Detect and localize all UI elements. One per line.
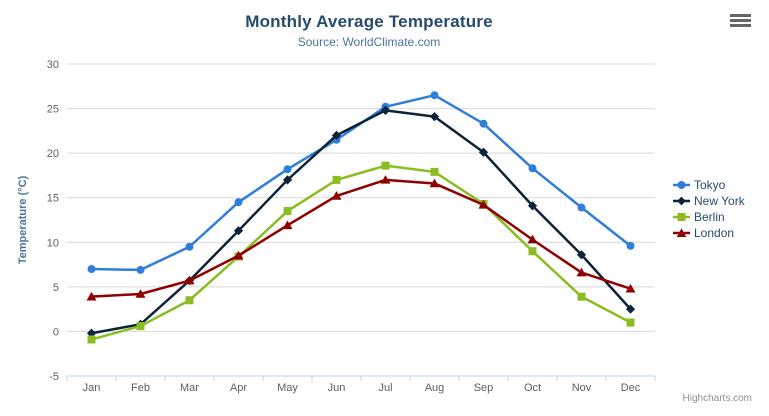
marker-tokyo-jan[interactable] [87, 265, 96, 274]
x-axis-label-apr: Apr [230, 382, 247, 394]
marker-tokyo-may[interactable] [283, 165, 292, 174]
legend-symbol-new-york [673, 196, 690, 206]
series-line-berlin [90, 164, 632, 341]
x-axis-label-jan: Jan [83, 382, 101, 394]
marker-berlin-jul[interactable] [381, 161, 390, 170]
marker-berlin-mar[interactable] [185, 296, 194, 305]
legend-item-tokyo[interactable]: Tokyo [673, 178, 745, 192]
marker-berlin-nov[interactable] [577, 292, 586, 301]
marker-london-feb[interactable] [135, 289, 146, 298]
marker-london-dec[interactable] [625, 283, 636, 293]
marker-berlin-jan[interactable] [87, 335, 96, 344]
marker-tokyo-apr[interactable] [234, 198, 243, 207]
series-line-tokyo [90, 93, 632, 272]
legend: Tokyo New York Berlin London [673, 178, 745, 243]
chart-title: Monthly Average Temperature [245, 12, 493, 31]
marker-berlin-aug[interactable] [430, 167, 439, 176]
marker-new-york-sep[interactable] [478, 147, 489, 157]
legend-label-tokyo: Tokyo [694, 178, 726, 192]
marker-tokyo-feb[interactable] [136, 265, 145, 274]
marker-berlin-oct[interactable] [528, 247, 537, 256]
marker-new-york-nov[interactable] [576, 250, 587, 260]
x-axis-label-jul: Jul [378, 382, 392, 394]
marker-london-oct[interactable] [527, 234, 538, 244]
marker-london-aug[interactable] [429, 178, 440, 188]
marker-tokyo-mar[interactable] [185, 242, 194, 251]
marker-london-may[interactable] [282, 220, 293, 230]
marker-berlin-may[interactable] [283, 207, 292, 216]
series-line-new-york [90, 109, 632, 335]
x-axis-label-nov: Nov [572, 382, 592, 394]
marker-new-york-oct[interactable] [527, 201, 538, 211]
highcharts-credit[interactable]: Highcharts.com [682, 393, 752, 404]
x-axis-label-feb: Feb [131, 382, 150, 394]
marker-berlin-dec[interactable] [626, 318, 635, 327]
y-axis-label-25: 25 [47, 104, 59, 116]
marker-new-york-jul[interactable] [380, 105, 391, 115]
y-axis-label-0: 0 [53, 326, 59, 338]
x-axis-label-aug: Aug [425, 382, 445, 394]
marker-tokyo-dec[interactable] [626, 241, 635, 250]
y-axis-label-20: 20 [47, 148, 59, 160]
chart-subtitle: Source: WorldClimate.com [297, 35, 441, 49]
marker-new-york-aug[interactable] [429, 111, 440, 122]
legend-label-london: London [694, 226, 735, 240]
export-menu-button[interactable] [729, 13, 755, 32]
marker-london-jul[interactable] [380, 175, 391, 184]
legend-item-berlin[interactable]: Berlin [673, 210, 745, 224]
legend-symbol-berlin [673, 213, 690, 221]
x-axis-label-sep: Sep [474, 382, 494, 394]
legend-label-berlin: Berlin [694, 210, 725, 224]
marker-berlin-jun[interactable] [332, 175, 341, 184]
y-axis-title: Temperature (°C) [17, 175, 29, 264]
x-axis-label-may: May [277, 382, 298, 394]
marker-new-york-jun[interactable] [331, 130, 342, 140]
marker-london-mar[interactable] [184, 275, 195, 285]
marker-london-jan[interactable] [86, 291, 97, 301]
x-axis-label-jun: Jun [328, 382, 346, 394]
x-axis-label-dec: Dec [621, 382, 641, 394]
y-axis-label-10: 10 [47, 237, 59, 249]
y-axis-label-5: 5 [53, 282, 59, 294]
marker-london-sep[interactable] [478, 200, 489, 209]
marker-berlin-feb[interactable] [136, 322, 145, 331]
legend-item-london[interactable]: London [673, 226, 745, 240]
marker-new-york-apr[interactable] [233, 226, 244, 236]
series-line-london [90, 178, 632, 298]
marker-london-apr[interactable] [233, 250, 244, 260]
y-axis-label-30: 30 [47, 59, 59, 71]
legend-symbol-london [673, 228, 690, 237]
legend-item-new-york[interactable]: New York [673, 194, 745, 208]
marker-london-jun[interactable] [331, 191, 342, 200]
marker-tokyo-nov[interactable] [577, 203, 586, 212]
legend-symbol-tokyo [673, 181, 690, 189]
x-axis-label-oct: Oct [524, 382, 541, 394]
hamburger-menu-icon [730, 14, 751, 27]
y-axis-label--5: -5 [49, 371, 59, 383]
marker-tokyo-sep[interactable] [479, 119, 488, 128]
marker-tokyo-aug[interactable] [430, 91, 439, 100]
marker-tokyo-oct[interactable] [528, 164, 537, 173]
legend-label-new-york: New York [694, 194, 745, 208]
x-axis-label-mar: Mar [180, 382, 199, 394]
marker-new-york-may[interactable] [282, 175, 293, 185]
marker-new-york-dec[interactable] [625, 304, 636, 314]
marker-london-nov[interactable] [576, 267, 587, 277]
y-axis-label-15: 15 [47, 193, 59, 205]
